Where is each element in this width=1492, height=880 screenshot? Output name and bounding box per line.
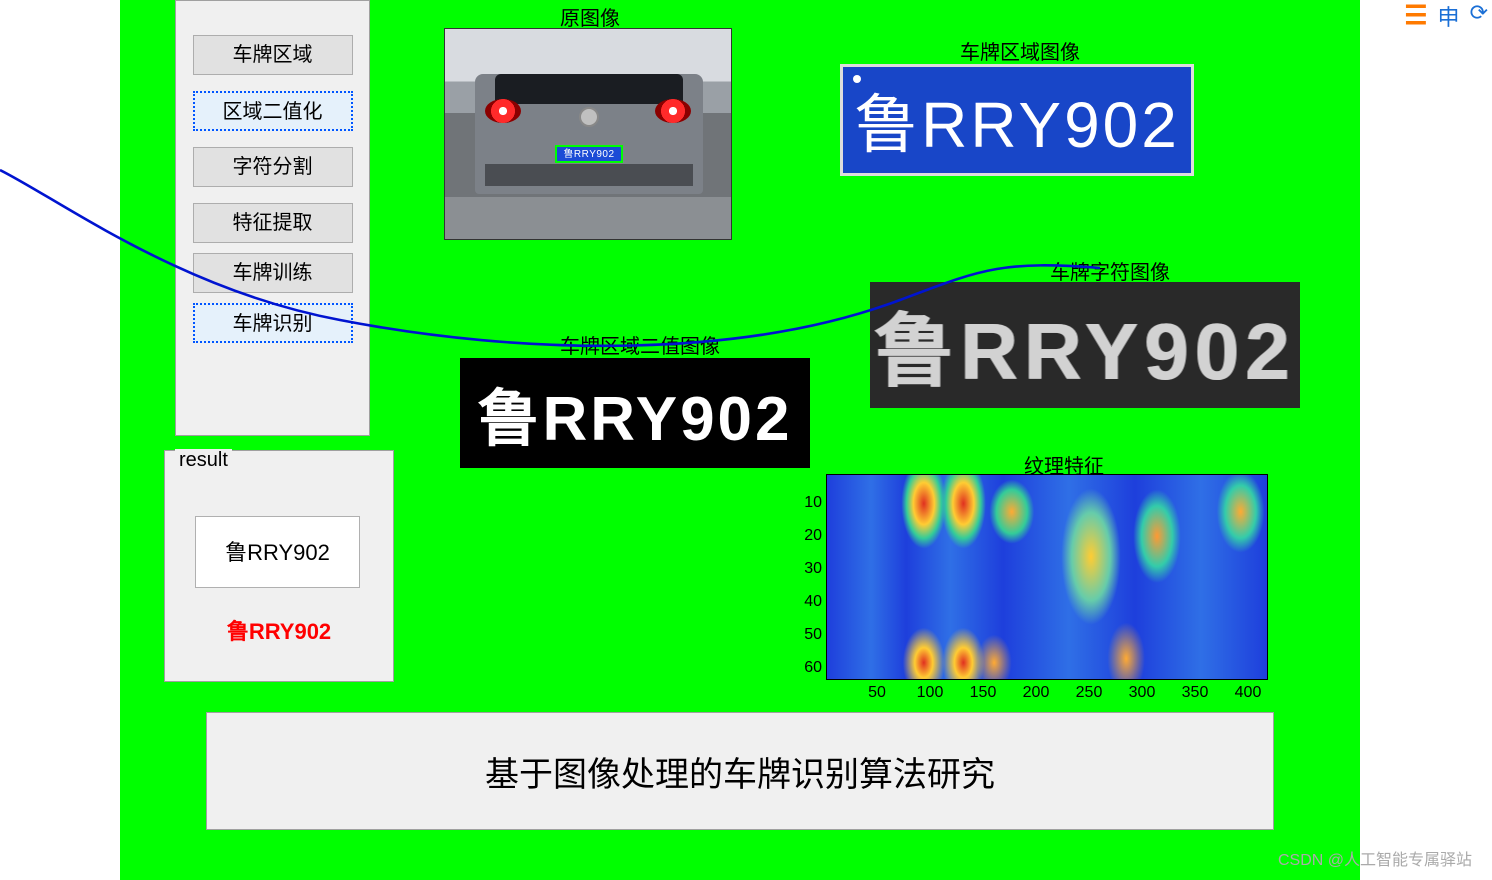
plate-chars-image: 鲁RRY902 [870, 282, 1300, 408]
heatmap-xtick: 200 [1016, 684, 1056, 702]
plate-chars-label: 车牌字符图像 [1030, 256, 1190, 285]
heatmap-xtick: 300 [1122, 684, 1162, 702]
heatmap-xtick: 50 [857, 684, 897, 702]
feature-extract-button[interactable]: 特征提取 [193, 203, 353, 243]
corner-text-icon: 申 [1438, 0, 1460, 32]
texture-heatmap: 10 20 30 40 50 60 50 100 150 200 250 300… [784, 474, 1284, 706]
heatmap-ytick: 10 [784, 494, 822, 512]
corner-icons: ☰ 申 ⟳ [1404, 0, 1488, 28]
car-window-shape [495, 74, 683, 104]
heatmap-xtick: 250 [1069, 684, 1109, 702]
heatmap-ytick: 40 [784, 593, 822, 611]
car-badge-icon [579, 107, 599, 127]
corner-orange-icon: ☰ [1404, 0, 1427, 31]
heatmap-ytick: 20 [784, 527, 822, 545]
plate-region-image: 鲁RRY902 [840, 64, 1194, 176]
heatmap-xtick: 350 [1175, 684, 1215, 702]
car-bumper-shape [485, 164, 693, 186]
watermark-text: CSDN @人工智能专属驿站 [1278, 846, 1472, 870]
plate-region-button[interactable]: 车牌区域 [193, 35, 353, 75]
heatmap-image [826, 474, 1268, 680]
heatmap-ytick: 60 [784, 659, 822, 677]
plate-region-label: 车牌区域图像 [930, 36, 1110, 65]
plate-binary-image: 鲁RRY902 [460, 358, 810, 468]
plate-binary-label: 车牌区域二值图像 [540, 330, 740, 359]
char-segment-button[interactable]: 字符分割 [193, 147, 353, 187]
heatmap-xtick: 400 [1228, 684, 1268, 702]
result-panel: result 鲁RRY902 鲁RRY902 [164, 450, 394, 682]
orig-image-label: 原图像 [540, 2, 640, 31]
plate-on-car: 鲁RRY902 [555, 145, 623, 163]
heatmap-ytick: 30 [784, 560, 822, 578]
heatmap-ytick: 50 [784, 626, 822, 644]
taillight-left-icon [485, 99, 521, 123]
controls-panel: 车牌区域 区域二值化 字符分割 特征提取 车牌训练 车牌识别 [175, 0, 370, 436]
result-group-title: result [175, 449, 232, 472]
plate-recognize-button[interactable]: 车牌识别 [193, 303, 353, 343]
heatmap-xtick: 100 [910, 684, 950, 702]
binarize-button[interactable]: 区域二值化 [193, 91, 353, 131]
plate-train-button[interactable]: 车牌训练 [193, 253, 353, 293]
project-title-bar: 基于图像处理的车牌识别算法研究 [206, 712, 1274, 830]
original-image: 鲁RRY902 [444, 28, 732, 240]
taillight-right-icon [655, 99, 691, 123]
result-highlight-text: 鲁RRY902 [165, 614, 393, 646]
result-textbox: 鲁RRY902 [195, 516, 360, 588]
heatmap-xtick: 150 [963, 684, 1003, 702]
corner-refresh-icon: ⟳ [1470, 0, 1488, 26]
